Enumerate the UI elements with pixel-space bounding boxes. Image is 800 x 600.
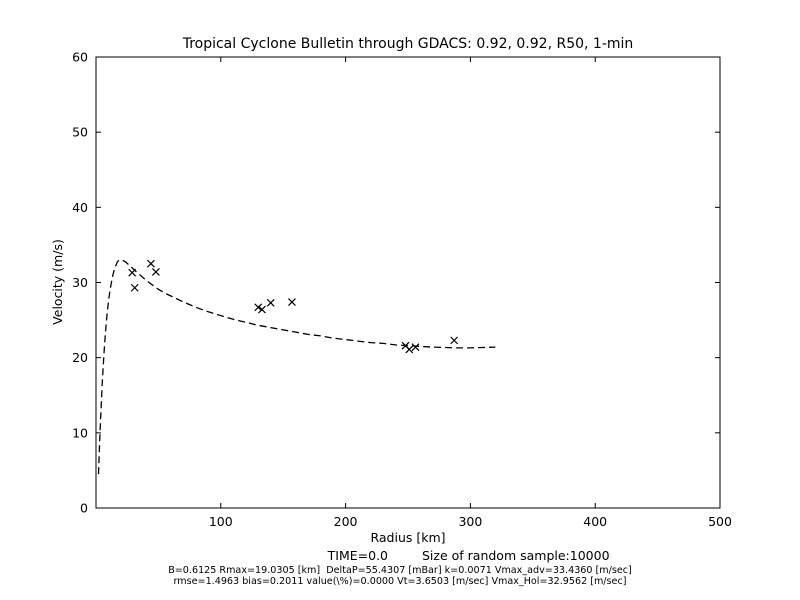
- axes-frame: [95, 56, 721, 509]
- data-point-marker: [288, 298, 296, 306]
- parameters-line-1: B=0.6125 Rmax=19.0305 [km] DeltaP=55.430…: [168, 565, 632, 576]
- chart-title: Tropical Cyclone Bulletin through GDACS:…: [182, 36, 634, 52]
- model-curve: [97, 259, 496, 475]
- y-tick-label: 30: [72, 275, 88, 290]
- data-point-marker: [258, 305, 266, 314]
- x-tick-label: 100: [209, 514, 233, 529]
- data-point-marker: [450, 336, 459, 345]
- x-tick-label: 200: [334, 514, 358, 529]
- data-point-marker: [405, 345, 414, 354]
- x-tick-label: 400: [583, 514, 607, 529]
- data-point-marker: [146, 259, 155, 268]
- data-point-marker: [411, 343, 420, 352]
- y-tick-label: 10: [72, 425, 88, 440]
- time-annotation: TIME=0.0: [327, 548, 388, 563]
- plot-area: 100 200 300 400 500 0 10 20 30 40 50 60: [72, 50, 732, 530]
- x-tick-label: 300: [458, 514, 482, 529]
- y-axis-label: Velocity (m/s): [50, 239, 65, 325]
- y-tick-label: 0: [80, 501, 88, 516]
- data-point-marker: [254, 303, 263, 312]
- data-point-marker: [151, 268, 160, 276]
- y-tick-label: 20: [72, 350, 88, 365]
- data-point-marker: [130, 283, 139, 292]
- sample-size-annotation: Size of random sample:10000: [422, 548, 610, 563]
- data-point-marker: [128, 268, 137, 277]
- x-tick-label: 500: [708, 514, 732, 529]
- y-tick-label: 50: [72, 125, 88, 140]
- data-point-marker: [266, 298, 275, 307]
- y-tick-label: 60: [72, 50, 88, 65]
- y-tick-label: 40: [72, 200, 88, 215]
- x-axis-label: Radius [km]: [370, 530, 445, 545]
- parameters-line-2: rmse=1.4963 bias=0.2011 value(\%)=0.0000…: [174, 576, 627, 587]
